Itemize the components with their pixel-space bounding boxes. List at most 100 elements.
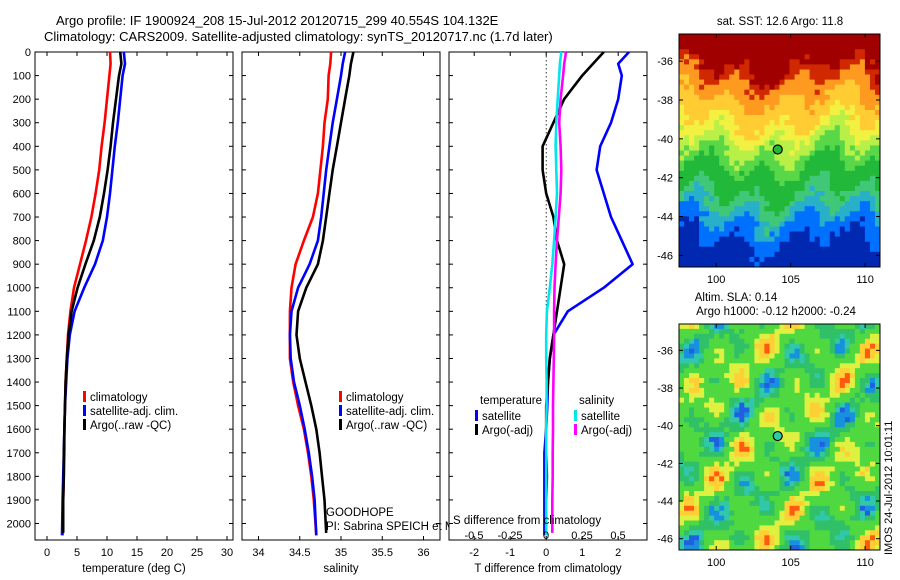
field-cell <box>689 74 695 81</box>
field-cell <box>734 64 740 71</box>
field-cell <box>689 348 695 355</box>
field-cell <box>739 392 745 399</box>
field-cell <box>759 417 765 423</box>
field-cell <box>709 170 715 177</box>
field-cell <box>714 338 720 345</box>
field-cell <box>759 407 765 413</box>
field-cell <box>704 120 710 126</box>
field-cell <box>704 89 710 96</box>
field-cell <box>719 515 725 522</box>
field-cell <box>704 402 710 409</box>
field-cell <box>844 333 851 340</box>
field-cell <box>714 110 720 116</box>
field-cell <box>754 110 760 116</box>
field-cell <box>709 358 715 364</box>
field-cell <box>769 34 776 40</box>
field-cell <box>744 145 750 152</box>
field-cell <box>814 348 821 355</box>
field-cell <box>734 486 740 492</box>
field-cell <box>859 446 866 453</box>
field-cell <box>844 39 851 45</box>
field-cell <box>714 135 720 141</box>
field-cell <box>764 466 770 472</box>
field-cell <box>799 461 806 468</box>
field-cell <box>774 422 781 428</box>
field-cell <box>829 251 836 258</box>
imos-timestamp-text: IMOS 24-Jul-2012 10:01:11 <box>883 421 895 555</box>
field-cell <box>839 363 846 369</box>
field-cell <box>814 525 821 531</box>
field-cell <box>814 211 821 217</box>
field-cell <box>759 338 765 345</box>
field-cell <box>729 481 735 487</box>
field-cell <box>739 466 745 472</box>
field-cell <box>744 348 750 355</box>
field-cell <box>694 338 700 345</box>
field-cell <box>679 201 685 207</box>
field-cell <box>774 520 781 526</box>
field-cell <box>859 402 866 409</box>
field-cell <box>779 510 786 517</box>
field-cell <box>875 150 880 157</box>
field-cell <box>719 89 725 96</box>
field-cell <box>729 486 735 492</box>
field-cell <box>724 236 730 243</box>
field-cell <box>734 79 740 86</box>
field-cell <box>829 535 836 541</box>
field-cell <box>744 383 750 389</box>
field-cell <box>689 496 695 502</box>
field-cell <box>784 135 791 141</box>
field-cell <box>814 535 821 541</box>
field-cell <box>714 383 720 389</box>
field-cell <box>854 251 861 258</box>
map-y-tick-label: -36 <box>657 345 673 357</box>
field-cell <box>814 231 821 238</box>
field-cell <box>754 231 760 238</box>
field-cell <box>784 451 791 458</box>
field-cell <box>784 221 791 228</box>
field-cell <box>859 368 866 374</box>
field-cell <box>814 407 821 413</box>
field-cell <box>769 145 776 152</box>
field-cell <box>854 471 861 477</box>
field-cell <box>714 358 720 364</box>
field-cell <box>864 115 871 121</box>
field-cell <box>784 125 791 131</box>
field-cell <box>694 125 700 131</box>
field-cell <box>694 545 700 550</box>
field-cell <box>679 145 685 152</box>
field-cell <box>744 515 750 522</box>
field-cell <box>764 94 770 101</box>
field-cell <box>859 216 866 222</box>
field-cell <box>699 64 705 71</box>
field-cell <box>824 387 831 394</box>
field-cell <box>799 505 806 512</box>
field-cell <box>679 373 685 379</box>
field-cell <box>804 170 811 177</box>
field-cell <box>759 211 765 217</box>
field-cell <box>684 343 690 350</box>
field-cell <box>844 535 851 541</box>
field-cell <box>799 160 806 167</box>
field-cell <box>854 481 861 487</box>
field-cell <box>859 530 866 536</box>
field-cell <box>849 191 856 197</box>
field-cell <box>854 383 861 389</box>
field-cell <box>709 333 715 340</box>
field-cell <box>854 99 861 106</box>
field-cell <box>794 44 801 50</box>
field-cell <box>734 196 740 202</box>
field-cell <box>844 221 851 228</box>
field-cell <box>804 338 811 345</box>
field-cell <box>799 466 806 472</box>
field-cell <box>834 358 841 364</box>
field-cell <box>749 491 755 497</box>
field-cell <box>764 402 770 409</box>
field-cell <box>739 256 745 263</box>
field-cell <box>689 383 695 389</box>
field-cell <box>864 140 871 147</box>
field-cell <box>789 378 796 384</box>
field-cell <box>789 261 796 267</box>
field-cell <box>704 441 710 448</box>
field-cell <box>764 535 770 541</box>
